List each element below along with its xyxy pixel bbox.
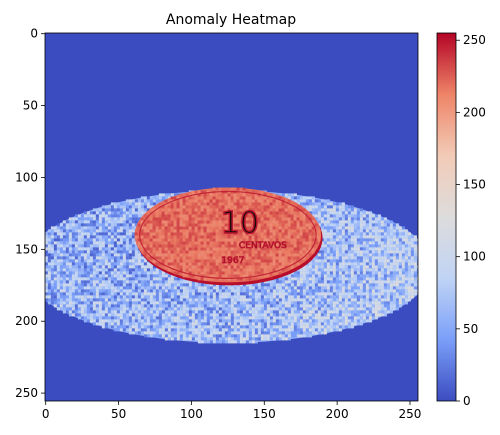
colorbar-tick-label: 150: [463, 178, 486, 192]
x-tick-label: 0: [42, 407, 50, 421]
colorbar-tick-label: 100: [463, 250, 486, 264]
y-tick-label: 200: [15, 314, 38, 328]
y-tick-label: 100: [15, 170, 38, 184]
x-tick-label: 150: [253, 407, 276, 421]
plot-frame: [44, 32, 419, 402]
y-tick-label: 0: [30, 27, 38, 41]
y-tick-label: 250: [15, 386, 38, 400]
colorbar-tick-label: 200: [463, 105, 486, 119]
x-tick-label: 200: [326, 407, 349, 421]
colorbar-tick-label: 0: [463, 394, 471, 408]
y-tick-label: 150: [15, 242, 38, 256]
x-axis: 0 50 100 150 200 250: [42, 401, 422, 421]
colorbar-tick-label: 50: [463, 322, 478, 336]
colorbar-frame: [436, 32, 457, 402]
x-tick-label: 100: [180, 407, 203, 421]
x-tick-label: 50: [111, 407, 126, 421]
chart-title: Anomaly Heatmap: [166, 12, 296, 28]
y-tick-label: 50: [23, 99, 38, 113]
colorbar-axis: 0 50 100 150 200 250: [456, 33, 486, 408]
y-axis: 0 50 100 150 200 250: [15, 27, 45, 400]
colorbar-tick-label: 250: [463, 33, 486, 47]
colorbar-gradient: [437, 33, 456, 401]
colorbar: 0 50 100 150 200 250: [436, 32, 486, 408]
x-tick-label: 250: [399, 407, 422, 421]
